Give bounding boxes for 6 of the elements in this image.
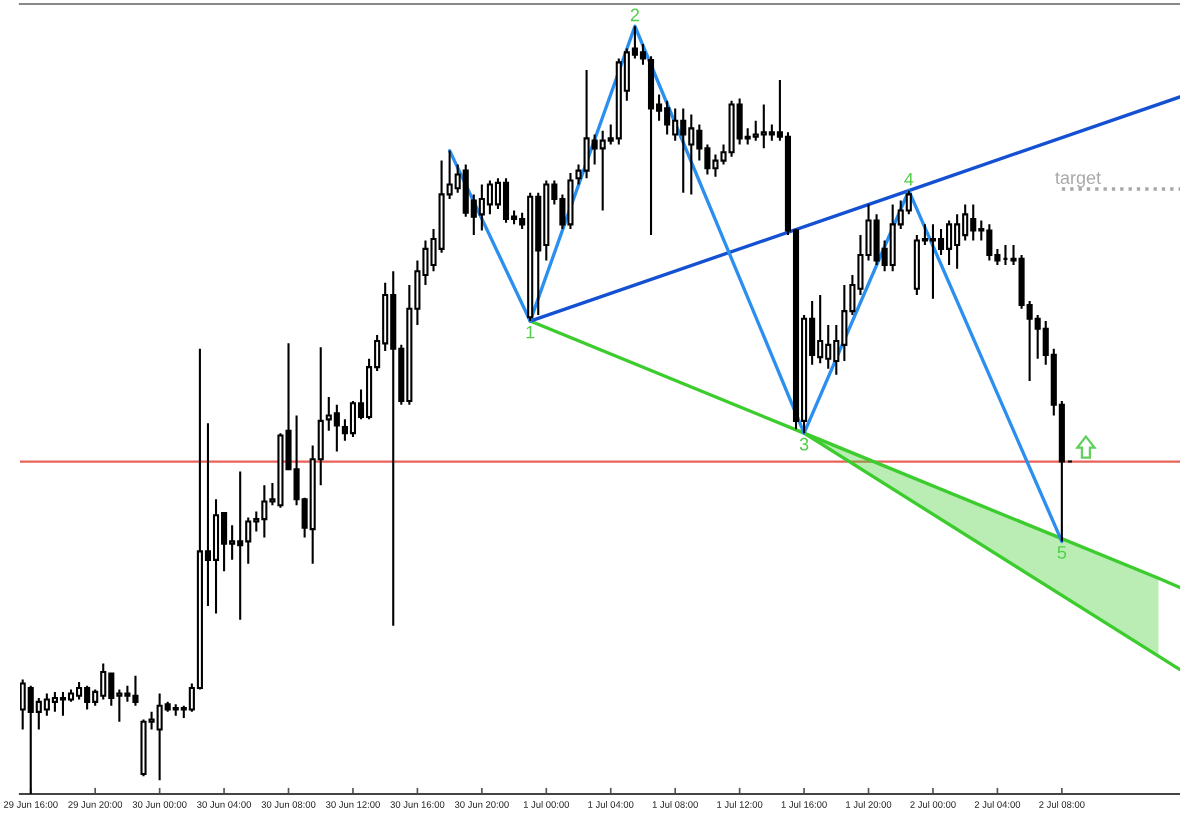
series-label: target <box>1055 172 1101 188</box>
annotation: 5 <box>1057 546 1067 559</box>
annotation: 4 <box>904 173 914 186</box>
annotation: 1 <box>526 325 535 339</box>
annotation: 2 <box>630 8 640 22</box>
annotation: 3 <box>799 437 809 451</box>
